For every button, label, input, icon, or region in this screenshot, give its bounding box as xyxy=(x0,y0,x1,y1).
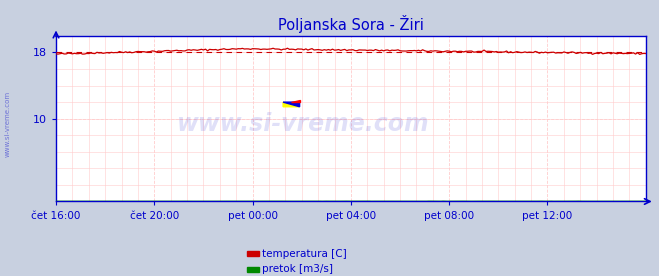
Polygon shape xyxy=(291,100,300,102)
Text: www.si-vreme.com: www.si-vreme.com xyxy=(5,91,11,157)
Polygon shape xyxy=(283,102,300,107)
Text: temperatura [C]: temperatura [C] xyxy=(262,249,347,259)
Title: Poljanska Sora - Žiri: Poljanska Sora - Žiri xyxy=(278,15,424,33)
Text: www.si-vreme.com: www.si-vreme.com xyxy=(177,112,430,136)
Text: pretok [m3/s]: pretok [m3/s] xyxy=(262,264,333,274)
Polygon shape xyxy=(283,102,300,107)
